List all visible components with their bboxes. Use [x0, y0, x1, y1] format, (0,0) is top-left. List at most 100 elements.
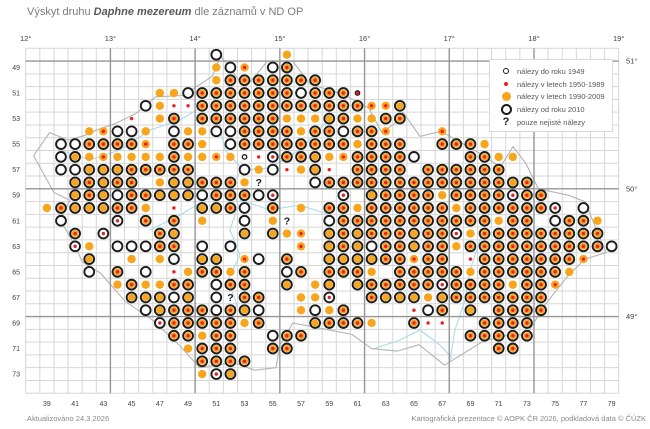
axis-label-column-bottom: 53 — [241, 401, 249, 408]
occurrence-cell-symbol — [351, 240, 364, 253]
occurrence-cell-symbol — [365, 240, 378, 253]
occurrence-cell-symbol — [436, 253, 449, 265]
occurrence-cell-symbol — [224, 329, 237, 342]
occurrence-cell-symbol — [394, 163, 406, 176]
occurrence-cell-symbol — [295, 266, 307, 278]
axis-label-column-bottom: 41 — [71, 401, 79, 408]
occurrence-cell-symbol — [478, 151, 491, 163]
occurrence-cell-symbol — [351, 163, 364, 176]
occurrence-cell-symbol — [125, 202, 138, 214]
occurrence-cell-symbol — [139, 163, 152, 176]
occurrence-cell-symbol — [327, 167, 331, 172]
occurrence-cell-symbol — [577, 214, 590, 227]
occurrence-cell-symbol — [394, 176, 406, 189]
axis-label-column-bottom: 43 — [99, 401, 107, 408]
occurrence-cell-symbol — [69, 202, 81, 214]
occurrence-cell-symbol — [323, 317, 336, 329]
occurrence-cell-symbol — [281, 74, 293, 87]
occurrence-cell-symbol — [281, 87, 293, 99]
occurrence-cell-symbol — [492, 329, 505, 342]
occurrence-cell-symbol — [155, 88, 165, 98]
occurrence-cell-symbol — [125, 125, 138, 138]
occurrence-cell-symbol — [210, 355, 223, 368]
occurrence-cell-symbol — [252, 125, 265, 138]
occurrence-cell-symbol — [394, 138, 406, 150]
occurrence-cell-symbol — [365, 291, 378, 304]
river-line — [372, 329, 453, 359]
occurrence-cell-symbol — [168, 317, 180, 329]
copyright-text: Kartografická prezentace © AOPK ČR 2026,… — [411, 414, 646, 423]
occurrence-cell-symbol — [367, 101, 376, 110]
occurrence-cell-symbol — [480, 139, 489, 149]
uncertain-record-question-mark: ? — [227, 292, 233, 304]
occurrence-cell-symbol — [226, 152, 235, 162]
occurrence-cell-symbol — [464, 291, 477, 304]
occurrence-cell-symbol — [323, 227, 336, 240]
occurrence-cell-symbol: ? — [255, 177, 261, 189]
occurrence-cell-symbol — [563, 214, 576, 227]
occurrence-cell-symbol — [337, 99, 350, 112]
occurrence-cell-symbol — [196, 202, 209, 214]
axis-label-latitude-right: 51° — [626, 57, 637, 66]
occurrence-cell-symbol — [394, 253, 406, 265]
occurrence-cell-symbol — [168, 125, 180, 138]
occurrence-cell-symbol — [141, 280, 150, 289]
occurrence-cell-symbol — [224, 355, 237, 368]
occurrence-cell-symbol — [506, 240, 519, 253]
occurrence-cell-symbol — [565, 267, 574, 277]
occurrence-cell-symbol — [379, 214, 392, 227]
occurrence-cell-symbol — [127, 254, 136, 264]
title-species-name: Daphne mezereum — [93, 6, 192, 18]
occurrence-cell-symbol — [285, 167, 289, 172]
occurrence-cell-symbol — [155, 280, 165, 289]
occurrence-cell-symbol — [394, 291, 406, 304]
occurrence-cell-symbol — [379, 227, 392, 240]
occurrence-cell-symbol — [492, 176, 505, 189]
occurrence-cell-symbol — [478, 253, 491, 265]
occurrence-cell-symbol — [381, 101, 390, 110]
occurrence-cell-symbol — [252, 291, 265, 304]
occurrence-cell-symbol — [379, 189, 392, 202]
occurrence-cell-symbol — [111, 163, 124, 176]
occurrence-cell-symbol — [169, 88, 179, 98]
axis-label-column-bottom: 49 — [184, 401, 192, 408]
occurrence-cell-symbol — [125, 163, 138, 176]
occurrence-cell-symbol — [478, 189, 491, 202]
occurrence-cell-symbol — [408, 151, 420, 163]
occurrence-cell-symbol — [111, 125, 124, 138]
occurrence-cell-symbol — [196, 99, 209, 112]
occurrence-cell-symbol — [55, 163, 67, 176]
occurrence-cell-symbol — [168, 151, 180, 163]
occurrence-cell-symbol — [111, 240, 124, 253]
occurrence-cell-symbol — [325, 305, 334, 315]
occurrence-cell-symbol — [182, 329, 194, 342]
occurrence-cell-symbol — [508, 152, 518, 162]
occurrence-cell-symbol — [337, 125, 350, 138]
occurrence-cell-symbol — [141, 127, 150, 136]
occurrence-cell-symbol — [323, 112, 336, 125]
occurrence-cell-symbol — [238, 202, 251, 214]
occurrence-cell-symbol — [224, 240, 237, 253]
occurrence-cell-symbol — [478, 214, 491, 227]
occurrence-cell-symbol — [353, 139, 362, 149]
occurrence-cell-symbol — [422, 214, 434, 227]
occurrence-cell-symbol — [450, 227, 463, 240]
occurrence-cell-symbol — [464, 240, 477, 253]
uncertain-record-question-mark: ? — [255, 177, 261, 189]
occurrence-cell-symbol — [69, 138, 81, 150]
occurrence-cell-symbol — [506, 253, 519, 265]
occurrence-cell-symbol — [111, 138, 124, 150]
occurrence-cell-symbol — [224, 138, 237, 150]
title-suffix: dle záznamů v ND OP — [191, 6, 304, 18]
occurrence-cell-symbol — [196, 342, 209, 355]
occurrence-cell-symbol — [196, 112, 209, 125]
occurrence-cell-symbol — [422, 202, 434, 214]
occurrence-cell-symbol — [238, 125, 251, 138]
occurrence-cell-symbol — [323, 240, 336, 253]
occurrence-cell-symbol — [464, 163, 477, 176]
occurrence-cell-symbol — [125, 176, 138, 189]
occurrence-cell-symbol — [394, 227, 406, 240]
occurrence-cell-symbol — [506, 342, 519, 355]
occurrence-cell-symbol — [266, 87, 279, 99]
